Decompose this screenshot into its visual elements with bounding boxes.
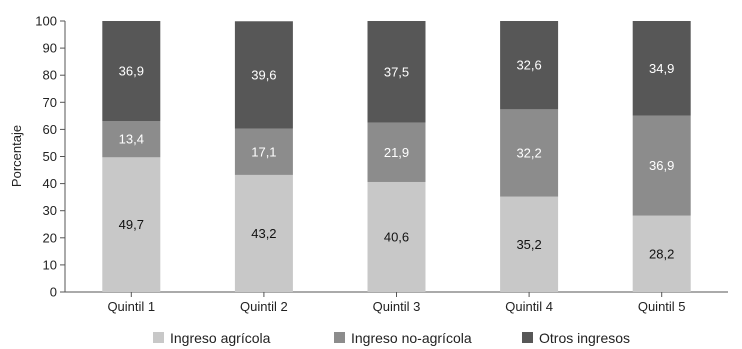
y-tick-label: 50	[43, 149, 57, 164]
legend-label: Ingreso no-agrícola	[351, 330, 472, 346]
data-label: 34,9	[649, 61, 674, 76]
y-tick-label: 30	[43, 203, 57, 218]
bar-segment	[367, 181, 426, 292]
x-tick-label: Quintil 3	[373, 299, 421, 314]
x-tick-label: Quintil 1	[107, 299, 155, 314]
axes: 0 10 20 30 40 50 60 70 80 90 100 Quintil 1 Quintil 2…	[35, 14, 728, 314]
data-label: 39,6	[251, 67, 276, 82]
data-label: 43,2	[251, 226, 276, 241]
bar-segment	[102, 157, 161, 292]
data-label: 32,2	[516, 145, 541, 160]
bar-segment	[632, 215, 691, 292]
y-tick-label: 70	[43, 95, 57, 110]
bar-segment	[234, 174, 293, 292]
data-label: 49,7	[119, 217, 144, 232]
bar-segment	[234, 21, 293, 129]
x-tick-label: Quintil 2	[240, 299, 288, 314]
legend-swatch	[334, 332, 345, 343]
legend-label: Ingreso agrícola	[170, 330, 271, 346]
legend-label: Otros ingresos	[539, 330, 630, 346]
bar-segment	[367, 122, 426, 182]
y-tick-label: 60	[43, 122, 57, 137]
y-tick-label: 0	[50, 285, 57, 300]
legend: Ingreso agrícola Ingreso no-agrícola Otros…	[153, 330, 630, 346]
data-label: 32,6	[516, 58, 541, 73]
data-label: 28,2	[649, 246, 674, 261]
bar-segment	[632, 115, 691, 216]
data-label: 35,2	[516, 237, 541, 252]
bar-segment	[102, 21, 161, 121]
data-label: 36,9	[649, 158, 674, 173]
data-label: 13,4	[119, 132, 144, 147]
x-tick-label: Quintil 5	[638, 299, 686, 314]
y-tick-label: 20	[43, 230, 57, 245]
x-tick-label: Quintil 4	[505, 299, 553, 314]
data-label: 40,6	[384, 229, 409, 244]
data-label: 36,9	[119, 63, 144, 78]
bar-segment	[500, 109, 559, 197]
y-tick-label: 80	[43, 68, 57, 83]
bar-segment	[500, 196, 559, 292]
bar-segment	[632, 21, 691, 116]
bar-segment	[500, 21, 559, 110]
legend-swatch	[153, 332, 164, 343]
data-label: 21,9	[384, 145, 409, 160]
bar-segment	[367, 21, 426, 123]
bar-segment	[234, 128, 293, 175]
y-tick-label: 10	[43, 257, 57, 272]
y-tick-label: 40	[43, 176, 57, 191]
y-tick-label: 100	[35, 14, 57, 29]
legend-swatch	[522, 332, 533, 343]
y-axis-label: Porcentaje	[9, 125, 24, 187]
data-label: 17,1	[251, 144, 276, 159]
data-label: 37,5	[384, 64, 409, 79]
bars: 49,7 13,4 36,9 43,2 17,1 39,6 40,6 21,9 37,5 35,2…	[102, 21, 691, 292]
y-tick-label: 90	[43, 41, 57, 56]
bar-segment	[102, 120, 161, 158]
